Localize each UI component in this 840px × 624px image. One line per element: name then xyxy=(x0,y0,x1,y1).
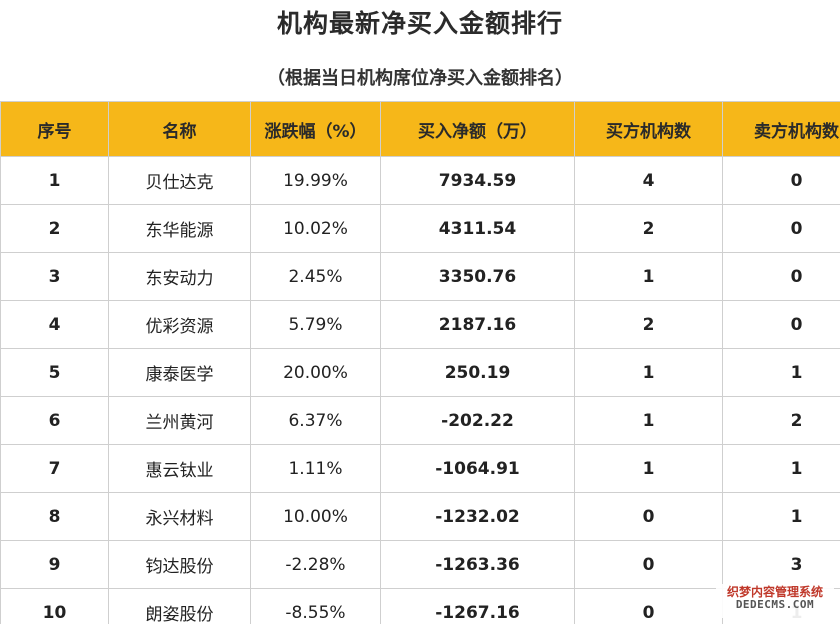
cell-seller-count: 1 xyxy=(722,492,840,541)
table-row: 7 惠云钛业 1.11% -1064.91 1 1 xyxy=(0,444,840,493)
table-row: 2 东华能源 10.02% 4311.54 2 0 xyxy=(0,204,840,253)
table-row: 4 优彩资源 5.79% 2187.16 2 0 xyxy=(0,300,840,349)
cell-net-buy: 4311.54 xyxy=(380,204,575,253)
cell-net-buy: 3350.76 xyxy=(380,252,575,301)
cell-change-pct: 5.79% xyxy=(250,300,381,349)
cell-change-pct: 19.99% xyxy=(250,156,381,205)
cell-rank: 10 xyxy=(0,588,109,624)
cell-buyer-count: 0 xyxy=(574,540,723,589)
cell-net-buy: -202.22 xyxy=(380,396,575,445)
cell-change-pct: 20.00% xyxy=(250,348,381,397)
cell-change-pct: 1.11% xyxy=(250,444,381,493)
cell-seller-count: 2 xyxy=(722,396,840,445)
header-seller-count: 卖方机构数 xyxy=(722,101,840,157)
cell-stock-name: 东华能源 xyxy=(108,204,251,253)
cell-seller-count: 1 xyxy=(722,348,840,397)
header-buyer-count: 买方机构数 xyxy=(574,101,723,157)
table-row: 3 东安动力 2.45% 3350.76 1 0 xyxy=(0,252,840,301)
cell-stock-name: 康泰医学 xyxy=(108,348,251,397)
cell-seller-count: 1 xyxy=(722,444,840,493)
page-subtitle: （根据当日机构席位净买入金额排名） xyxy=(267,68,573,89)
cell-buyer-count: 2 xyxy=(574,204,723,253)
watermark: 织梦内容管理系统 DEDECMS.COM xyxy=(716,584,834,618)
cell-buyer-count: 1 xyxy=(574,396,723,445)
cell-rank: 1 xyxy=(0,156,109,205)
cell-net-buy: -1263.36 xyxy=(380,540,575,589)
table-row: 6 兰州黄河 6.37% -202.22 1 2 xyxy=(0,396,840,445)
table-row: 5 康泰医学 20.00% 250.19 1 1 xyxy=(0,348,840,397)
cell-stock-name: 惠云钛业 xyxy=(108,444,251,493)
cell-buyer-count: 1 xyxy=(574,444,723,493)
cell-change-pct: 10.00% xyxy=(250,492,381,541)
cell-net-buy: 250.19 xyxy=(380,348,575,397)
cell-stock-name: 钧达股份 xyxy=(108,540,251,589)
table-header-row: 序号 名称 涨跌幅（%） 买入净额（万） 买方机构数 卖方机构数 xyxy=(0,101,840,157)
cell-rank: 3 xyxy=(0,252,109,301)
cell-stock-name: 优彩资源 xyxy=(108,300,251,349)
cell-change-pct: 10.02% xyxy=(250,204,381,253)
cell-seller-count: 0 xyxy=(722,252,840,301)
header-net-buy: 买入净额（万） xyxy=(380,101,575,157)
cell-net-buy: -1267.16 xyxy=(380,588,575,624)
table-row: 1 贝仕达克 19.99% 7934.59 4 0 xyxy=(0,156,840,205)
header-change-pct: 涨跌幅（%） xyxy=(250,101,381,157)
cell-buyer-count: 1 xyxy=(574,252,723,301)
cell-net-buy: 2187.16 xyxy=(380,300,575,349)
cell-buyer-count: 0 xyxy=(574,588,723,624)
cell-seller-count: 0 xyxy=(722,300,840,349)
cell-seller-count: 3 xyxy=(722,540,840,589)
cell-net-buy: 7934.59 xyxy=(380,156,575,205)
cell-stock-name: 贝仕达克 xyxy=(108,156,251,205)
cell-seller-count: 0 xyxy=(722,156,840,205)
cell-rank: 4 xyxy=(0,300,109,349)
table-row: 10 朗姿股份 -8.55% -1267.16 0 1 xyxy=(0,588,840,624)
cell-rank: 5 xyxy=(0,348,109,397)
page-title: 机构最新净买入金额排行 xyxy=(276,9,563,38)
cell-rank: 8 xyxy=(0,492,109,541)
cell-change-pct: -8.55% xyxy=(250,588,381,624)
cell-stock-name: 兰州黄河 xyxy=(108,396,251,445)
cell-rank: 2 xyxy=(0,204,109,253)
table-row: 9 钧达股份 -2.28% -1263.36 0 3 xyxy=(0,540,840,589)
cell-buyer-count: 0 xyxy=(574,492,723,541)
cell-stock-name: 永兴材料 xyxy=(108,492,251,541)
cell-net-buy: -1232.02 xyxy=(380,492,575,541)
cell-net-buy: -1064.91 xyxy=(380,444,575,493)
cell-rank: 7 xyxy=(0,444,109,493)
cell-rank: 9 xyxy=(0,540,109,589)
cell-buyer-count: 2 xyxy=(574,300,723,349)
cell-buyer-count: 4 xyxy=(574,156,723,205)
cell-change-pct: -2.28% xyxy=(250,540,381,589)
watermark-line2: DEDECMS.COM xyxy=(735,598,815,612)
watermark-line1: 织梦内容管理系统 xyxy=(726,585,823,599)
table-row: 8 永兴材料 10.00% -1232.02 0 1 xyxy=(0,492,840,541)
cell-buyer-count: 1 xyxy=(574,348,723,397)
cell-change-pct: 2.45% xyxy=(250,252,381,301)
ranking-table: 序号 名称 涨跌幅（%） 买入净额（万） 买方机构数 卖方机构数 1 贝仕达克 … xyxy=(0,101,840,624)
header-rank: 序号 xyxy=(0,101,109,157)
header-name: 名称 xyxy=(108,101,251,157)
cell-change-pct: 6.37% xyxy=(250,396,381,445)
cell-rank: 6 xyxy=(0,396,109,445)
cell-seller-count: 0 xyxy=(722,204,840,253)
cell-stock-name: 朗姿股份 xyxy=(108,588,251,624)
cell-stock-name: 东安动力 xyxy=(108,252,251,301)
